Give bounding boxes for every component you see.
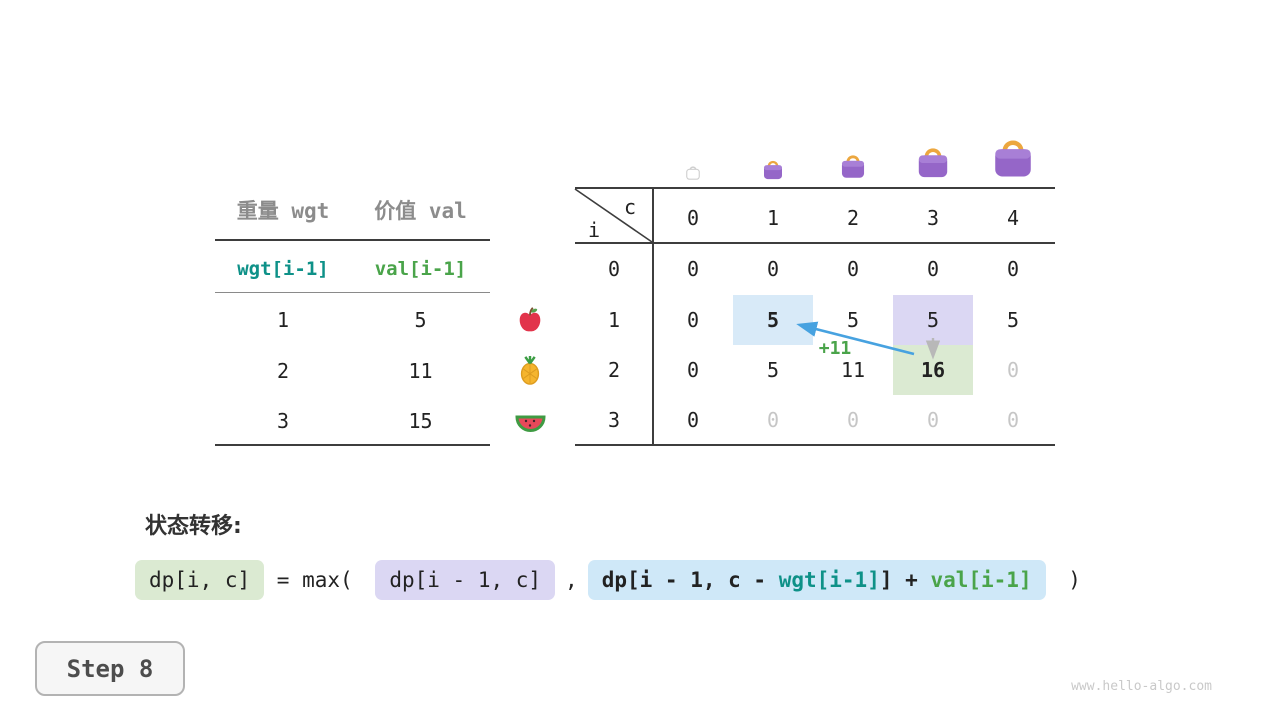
item-table-rule-mid — [215, 292, 490, 293]
dp-row-header-1: 1 — [607, 308, 621, 332]
state-transition-formula: dp[i, c] = max( dp[i - 1, c] , dp[i - 1,… — [135, 560, 1081, 600]
dp-cell-2-3-target-highlight: 16 — [893, 345, 973, 395]
dp-col-header-1: 1 — [766, 206, 780, 230]
dp-cell-3-2: 0 — [846, 408, 860, 432]
dp-cell-0-4: 0 — [1006, 257, 1020, 281]
bag-medium-icon — [841, 155, 865, 178]
item-table-header-value: 价值 val — [374, 199, 467, 223]
formula-equals-max: = max( — [264, 568, 366, 592]
dp-cell-1-1-source-highlight: 5 — [733, 295, 813, 345]
dp-row-header-0: 0 — [607, 257, 621, 281]
item-table-header-weight: 重量 wgt — [236, 199, 330, 223]
dp-col-header-3: 3 — [926, 206, 940, 230]
dp-corner-row-var: i — [588, 218, 601, 242]
dp-col-header-4: 4 — [1006, 206, 1020, 230]
watermark: www.hello-algo.com — [1071, 679, 1212, 694]
dp-corner-diagonal — [574, 188, 653, 243]
dp-row-header-3: 3 — [607, 408, 621, 432]
bag-large-icon — [918, 148, 948, 178]
dp-col-header-2: 2 — [846, 206, 860, 230]
apple-icon — [519, 307, 541, 332]
dp-table-rule-bottom — [575, 444, 1055, 446]
dp-cell-3-3: 0 — [926, 408, 940, 432]
formula-take-prefix: dp[i - 1, c - — [601, 568, 779, 592]
dp-cell-0-0: 0 — [686, 257, 700, 281]
dp-cell-3-1: 0 — [766, 408, 780, 432]
item-value-1: 5 — [414, 308, 427, 332]
dp-cell-2-1: 5 — [766, 358, 780, 382]
plus-value-label: +11 — [818, 338, 852, 359]
formula-comma: , — [565, 568, 578, 592]
dp-cell-3-4: 0 — [1006, 408, 1020, 432]
formula-target-chip: dp[i, c] — [135, 560, 265, 600]
dp-table-rule-header — [575, 242, 1055, 244]
item-table-var-wgt: wgt[i-1] — [237, 258, 329, 280]
dp-cell-0-2: 0 — [846, 257, 860, 281]
dp-row-header-2: 2 — [607, 358, 621, 382]
item-value-3: 15 — [408, 409, 433, 433]
item-weight-2: 2 — [276, 359, 290, 383]
dp-cell-1-0: 0 — [686, 308, 700, 332]
item-value-2: 11 — [408, 359, 433, 383]
step-badge: Step 8 — [35, 641, 185, 696]
dp-cell-1-4: 5 — [1006, 308, 1020, 332]
dp-cell-3-0: 0 — [686, 408, 700, 432]
watermelon-icon — [515, 415, 546, 432]
dp-cell-2-4: 0 — [1006, 358, 1020, 382]
bag-small-icon — [764, 160, 782, 180]
pineapple-icon — [520, 355, 540, 385]
dp-cell-0-3: 0 — [926, 257, 940, 281]
dp-cell-2-2: 11 — [840, 358, 866, 382]
formula-take-chip: dp[i - 1, c - wgt[i-1]] + val[i-1] — [587, 560, 1046, 600]
dp-table-rule-top — [575, 187, 1055, 189]
formula-keep-chip: dp[i - 1, c] — [375, 560, 556, 600]
dp-col-header-0: 0 — [686, 206, 700, 230]
state-transition-label: 状态转移: — [145, 514, 242, 539]
dp-corner-col-var: c — [624, 195, 637, 219]
item-table-rule-bottom — [215, 444, 490, 446]
bag-empty-icon — [686, 166, 700, 180]
item-weight-1: 1 — [276, 308, 290, 332]
dp-cell-1-3-keep-highlight: 5 — [893, 295, 973, 345]
bag-xlarge-icon — [995, 140, 1031, 177]
dp-table-rule-vertical — [652, 187, 654, 446]
formula-take-val: val[i-1] — [930, 568, 1032, 592]
dp-cell-2-0: 0 — [686, 358, 700, 382]
formula-close-paren: ) — [1055, 568, 1081, 592]
dp-cell-0-1: 0 — [766, 257, 780, 281]
formula-take-mid: ] + — [879, 568, 931, 592]
item-table-var-val: val[i-1] — [374, 258, 467, 280]
formula-take-wgt: wgt[i-1] — [778, 568, 880, 592]
item-weight-3: 3 — [276, 409, 290, 433]
item-table-rule-top — [215, 239, 490, 241]
